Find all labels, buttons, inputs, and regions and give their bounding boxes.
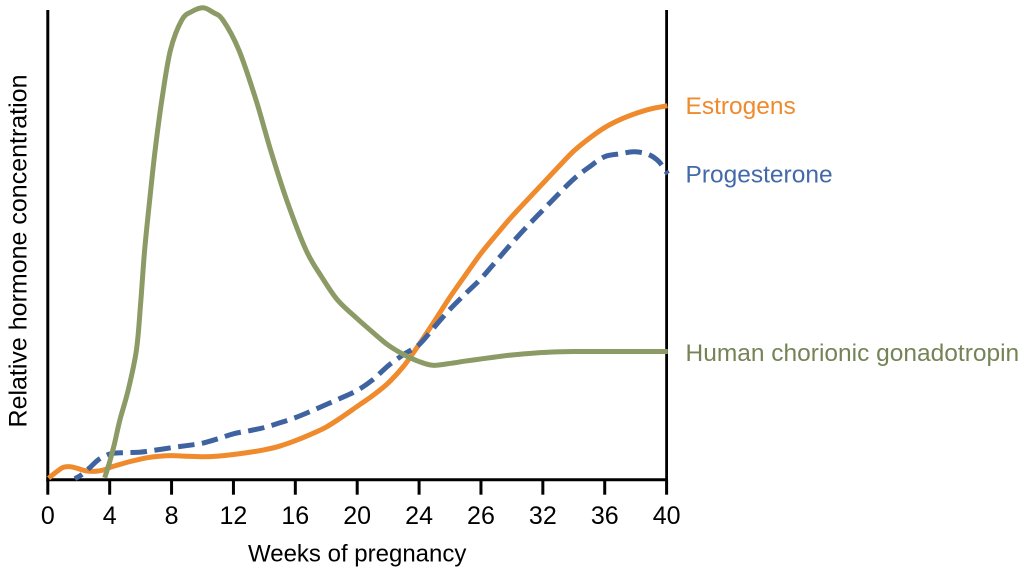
- legend-group: Estrogens Progesterone Human chorionic gon…: [686, 93, 1020, 367]
- legend-label-human-chorionic-gonadotropin: Human chorionic gonadotropin: [686, 340, 1020, 367]
- x-tick-marks-group: [46, 479, 669, 495]
- x-axis-title: Weeks of pregnancy: [248, 541, 466, 568]
- x-tick-label: 4: [103, 502, 117, 530]
- x-tick-label: 20: [343, 502, 371, 530]
- x-tick-labels-group: 0 4 8 12 16 20 24 26 32 36 40: [41, 502, 681, 530]
- x-tick-label: 32: [529, 502, 557, 530]
- x-tick-label: 40: [653, 502, 681, 530]
- curve-human-chorionic-gonadotropin: [102, 5, 668, 479]
- x-tick-label: 24: [405, 502, 433, 530]
- curves-group: [47, 5, 670, 481]
- axes-group: [46, 10, 668, 482]
- x-tick-label: 12: [220, 502, 248, 530]
- x-tick-label: 0: [41, 502, 55, 530]
- x-tick-label: 8: [165, 502, 179, 530]
- x-tick-label: 36: [591, 502, 619, 530]
- legend-label-progesterone: Progesterone: [686, 162, 833, 189]
- x-tick-label: 16: [281, 502, 309, 530]
- y-axis-title: Relative hormone concentration: [5, 75, 33, 428]
- x-tick-label: 26: [467, 502, 495, 530]
- curve-progesterone: [73, 149, 670, 481]
- legend-label-estrogens: Estrogens: [686, 93, 796, 120]
